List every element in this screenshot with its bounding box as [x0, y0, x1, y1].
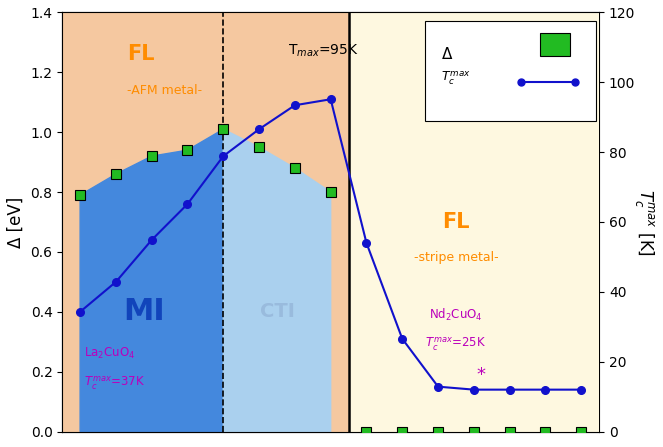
Text: MI: MI [124, 297, 166, 326]
Text: La$_2$CuO$_4$: La$_2$CuO$_4$ [84, 346, 135, 361]
Text: Stripe: Stripe [448, 45, 501, 63]
Text: $T_c^{max}$: $T_c^{max}$ [441, 70, 470, 87]
Bar [62, 13, 349, 431]
Polygon shape [223, 129, 331, 431]
Text: $T_c^{max}$=37K: $T_c^{max}$=37K [84, 375, 145, 392]
Text: CTI: CTI [259, 302, 294, 321]
Bar [540, 34, 570, 56]
Text: -AFM metal-: -AFM metal- [127, 84, 202, 97]
Text: FL: FL [127, 44, 154, 64]
Text: T$_{max}$=95K: T$_{max}$=95K [288, 42, 359, 59]
Text: metal: metal [448, 81, 500, 99]
FancyBboxPatch shape [424, 21, 597, 122]
Text: $T_c^{max}$=25K: $T_c^{max}$=25K [426, 336, 487, 354]
Bar [349, 13, 599, 431]
Text: FL: FL [442, 212, 469, 232]
Text: -stripe metal-: -stripe metal- [414, 251, 499, 265]
Text: *: * [477, 366, 485, 384]
Y-axis label: $T_c^{max}$ [K]: $T_c^{max}$ [K] [633, 189, 656, 256]
Y-axis label: Δ [eV]: Δ [eV] [7, 196, 25, 248]
Text: Nd$_2$CuO$_4$: Nd$_2$CuO$_4$ [429, 307, 483, 323]
Text: $\Delta$: $\Delta$ [441, 46, 453, 62]
Polygon shape [80, 129, 223, 431]
